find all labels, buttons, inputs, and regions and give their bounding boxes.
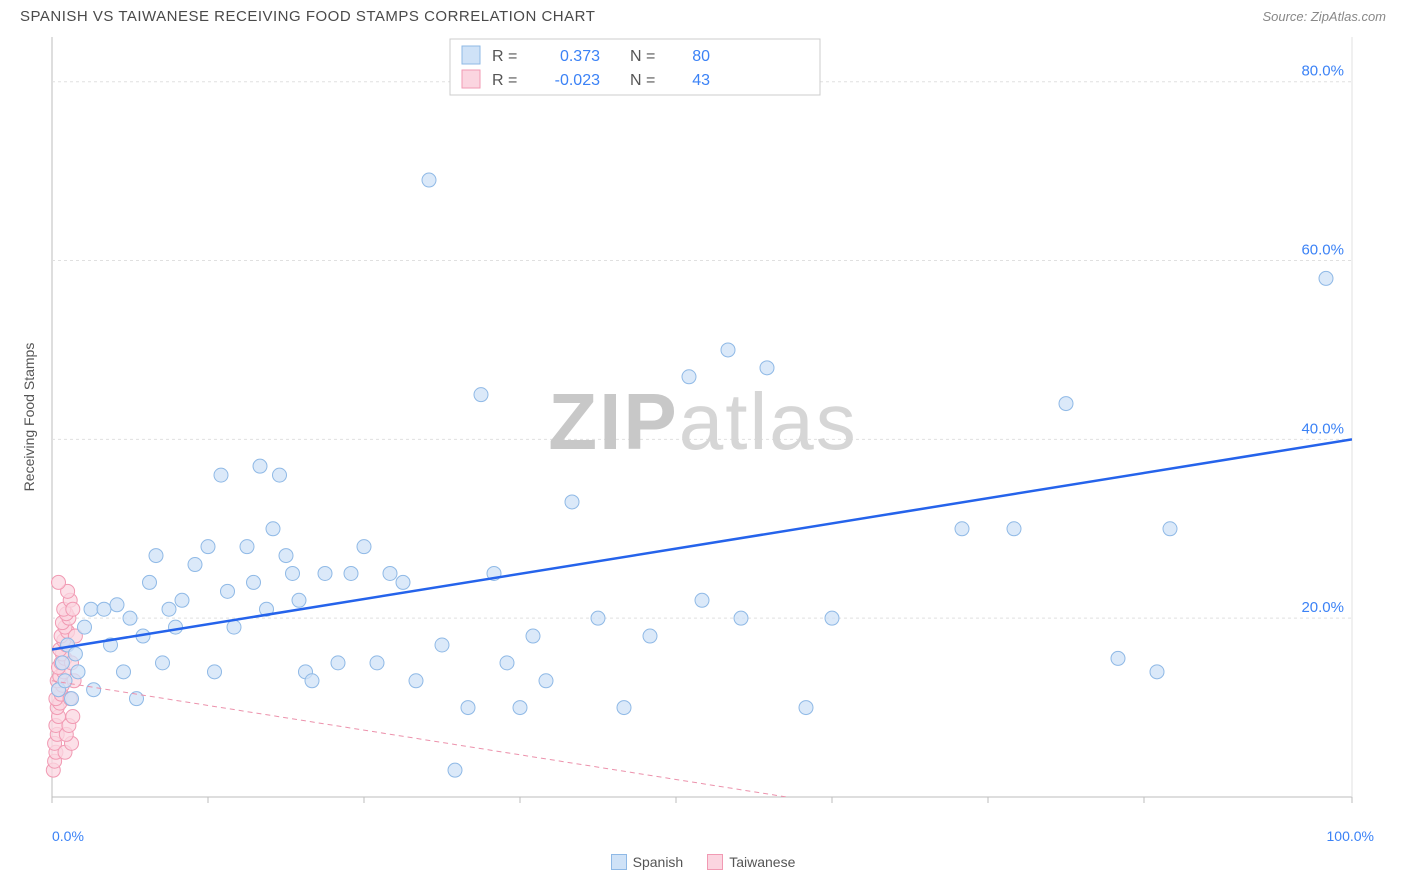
series-legend: Spanish Taiwanese [0, 848, 1406, 876]
svg-text:-0.023: -0.023 [555, 72, 600, 89]
x-max-label: 100.0% [1327, 828, 1374, 844]
svg-text:R =: R = [492, 48, 517, 65]
svg-text:Receiving Food Stamps: Receiving Food Stamps [21, 343, 37, 492]
svg-text:N =: N = [630, 72, 655, 89]
svg-text:20.0%: 20.0% [1301, 599, 1344, 616]
swatch-taiwanese [707, 854, 723, 870]
legend-item-spanish: Spanish [611, 854, 684, 870]
x-min-label: 0.0% [52, 828, 84, 844]
svg-text:40.0%: 40.0% [1301, 420, 1344, 437]
x-axis-labels: 0.0% 100.0% [20, 828, 1386, 848]
svg-text:43: 43 [692, 72, 710, 89]
source-attribution: Source: ZipAtlas.com [1262, 9, 1386, 24]
swatch-spanish [611, 854, 627, 870]
chart-title: SPANISH VS TAIWANESE RECEIVING FOOD STAM… [20, 8, 595, 25]
svg-text:80: 80 [692, 48, 710, 65]
svg-text:R =: R = [492, 72, 517, 89]
legend-item-taiwanese: Taiwanese [707, 854, 795, 870]
scatter-chart: 20.0% 40.0% 60.0% 80.0% Receiving Food Stamp… [20, 33, 1360, 823]
svg-text:80.0%: 80.0% [1301, 63, 1344, 80]
chart-container: 20.0% 40.0% 60.0% 80.0% Receiving Food Stamp… [20, 33, 1386, 828]
svg-text:0.373: 0.373 [560, 48, 600, 65]
chart-header: SPANISH VS TAIWANESE RECEIVING FOOD STAM… [0, 0, 1406, 29]
svg-text:60.0%: 60.0% [1301, 242, 1344, 259]
svg-text:N =: N = [630, 48, 655, 65]
